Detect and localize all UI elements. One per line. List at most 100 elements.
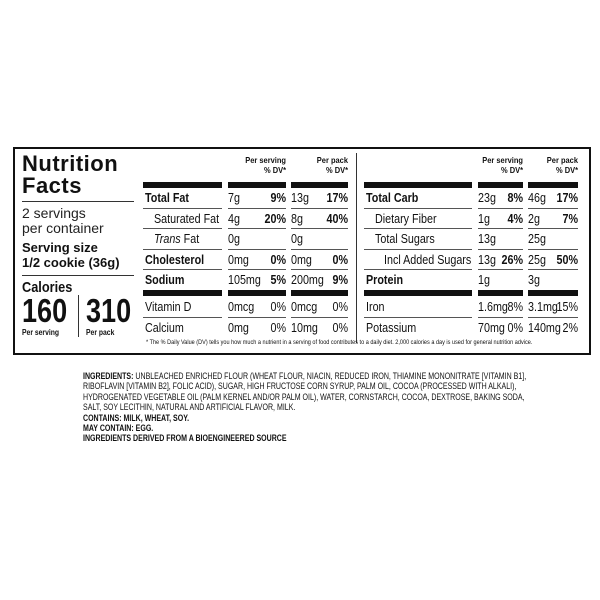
row-divider	[228, 207, 286, 209]
serving-size-label: Serving size	[22, 240, 98, 255]
serving-dv: 0%	[270, 320, 286, 335]
serving-dv: 4%	[507, 211, 523, 226]
divider	[22, 201, 134, 202]
serving-amount: 7g	[228, 191, 240, 205]
ingredients-line: HYDROGENATED VEGETABLE OIL (PALM KERNEL …	[83, 391, 525, 402]
serving-amount: 1g	[478, 273, 490, 287]
nutrient-name: Iron	[366, 300, 385, 314]
serving-amount: 0mcg	[228, 300, 255, 314]
serving-dv: 8%	[507, 191, 523, 205]
calories-label: Calories	[22, 279, 73, 296]
row-divider	[364, 207, 472, 209]
serving-amount: 70mg	[478, 320, 505, 335]
pack-dv: 0%	[332, 320, 348, 335]
row-divider	[228, 316, 286, 318]
thick-bar	[528, 290, 578, 296]
dv-header: % DV*	[555, 165, 578, 175]
thick-bar	[291, 182, 348, 188]
row-divider	[478, 248, 523, 250]
nutrient-row: Total Sugars 13g 25g	[364, 229, 578, 249]
pack-amount: 8g	[291, 211, 303, 226]
dv-header: % DV*	[263, 165, 286, 175]
row-divider	[478, 316, 523, 318]
nutrient-row: Total Fat 7g 9% 13g 17%	[143, 188, 348, 208]
pack-dv: 40%	[326, 211, 348, 226]
pack-dv: 9%	[332, 273, 348, 287]
nutrient-row: Incl Added Sugars 13g 26% 25g 50%	[364, 250, 578, 270]
pack-amount: 0mcg	[291, 300, 318, 314]
row-divider	[143, 316, 222, 318]
nutrient-name: Vitamin D	[145, 300, 192, 314]
pack-amount: 10mg	[291, 320, 318, 335]
summary-panel: Nutrition Facts 2 servings per container…	[22, 153, 134, 337]
per-serving-header: Per serving	[482, 155, 523, 165]
nutrition-facts-label: Nutrition Facts 2 servings per container…	[13, 147, 591, 355]
row-divider	[478, 228, 523, 229]
row-divider	[364, 248, 472, 250]
row-divider	[364, 269, 472, 270]
servings-line1: 2 servings	[22, 205, 86, 221]
pack-dv: 15%	[556, 300, 578, 314]
row-divider	[528, 248, 578, 250]
nutrient-name: Dietary Fiber	[375, 211, 437, 226]
nutrient-row: Dietary Fiber 1g 4% 2g 7%	[364, 209, 578, 229]
row-divider	[228, 228, 286, 229]
thick-bar	[528, 182, 578, 188]
row-divider	[528, 269, 578, 270]
pack-dv: 7%	[562, 211, 578, 226]
thick-bar	[364, 182, 472, 188]
ingredients-label: INGREDIENTS:	[83, 371, 134, 381]
calories-per-serving: 160	[22, 292, 68, 329]
pack-amount: 2g	[528, 211, 540, 226]
thick-bar	[228, 290, 286, 296]
dv-header: % DV*	[500, 165, 523, 175]
nutrient-name: Calcium	[145, 320, 184, 335]
serving-dv: 26%	[501, 252, 523, 267]
row-divider	[143, 248, 222, 250]
thick-bar	[478, 290, 523, 296]
pack-amount: 46g	[528, 191, 546, 205]
ingredients-line: RIBOFLAVIN [VITAMIN B2], FOLIC ACID), SU…	[83, 381, 517, 392]
row-divider	[291, 228, 348, 229]
pack-amount: 0mg	[291, 252, 312, 267]
row-divider	[143, 269, 222, 270]
thick-bar	[364, 290, 472, 296]
serving-amount: 0mg	[228, 320, 249, 335]
nutrient-name: Sodium	[145, 273, 185, 287]
serving-amount: 105mg	[228, 273, 261, 287]
serving-amount: 1.6mg	[478, 300, 508, 314]
serving-amount: 13g	[478, 252, 496, 267]
pack-dv: 17%	[326, 191, 348, 205]
pack-amount: 13g	[291, 191, 309, 205]
pack-dv: 0%	[332, 300, 348, 314]
title-line1: Nutrition	[22, 151, 119, 176]
row-divider	[364, 316, 472, 318]
nutrient-name: Total Fat	[145, 191, 189, 205]
pack-dv: 17%	[556, 191, 578, 205]
nutrient-row: Sodium 105mg 5% 200mg 9%	[143, 270, 348, 290]
per-pack-header: Per pack	[546, 155, 578, 165]
pack-amount: 140mg	[528, 320, 561, 335]
serving-amount: 0mg	[228, 252, 249, 267]
nutrient-row: Trans Fat 0g 0g	[143, 229, 348, 249]
serving-amount: 4g	[228, 211, 240, 226]
row-divider	[143, 228, 222, 229]
pack-amount: 200mg	[291, 273, 324, 287]
nutrient-row: Iron 1.6mg 8% 3.1mg 15%	[364, 297, 578, 317]
pack-amount: 3.1mg	[528, 300, 558, 314]
pack-dv: 0%	[332, 252, 348, 267]
row-divider	[228, 269, 286, 270]
calories-per-pack: 310	[86, 292, 132, 329]
serving-dv: 0%	[270, 252, 286, 267]
nutrient-name: Trans Fat	[154, 229, 199, 249]
row-divider	[143, 207, 222, 209]
thick-bar	[228, 182, 286, 188]
nutrient-name: Saturated Fat	[154, 211, 220, 226]
dv-header: % DV*	[325, 165, 348, 175]
nutrient-name: Cholesterol	[145, 252, 205, 267]
nutrient-row: Vitamin D 0mcg 0% 0mcg 0%	[143, 297, 348, 317]
nutrient-name-rest: Fat	[180, 232, 200, 246]
row-divider	[291, 207, 348, 209]
footnote: * The % Daily Value (DV) tells you how m…	[146, 339, 533, 346]
serving-amount: 13g	[478, 232, 496, 246]
